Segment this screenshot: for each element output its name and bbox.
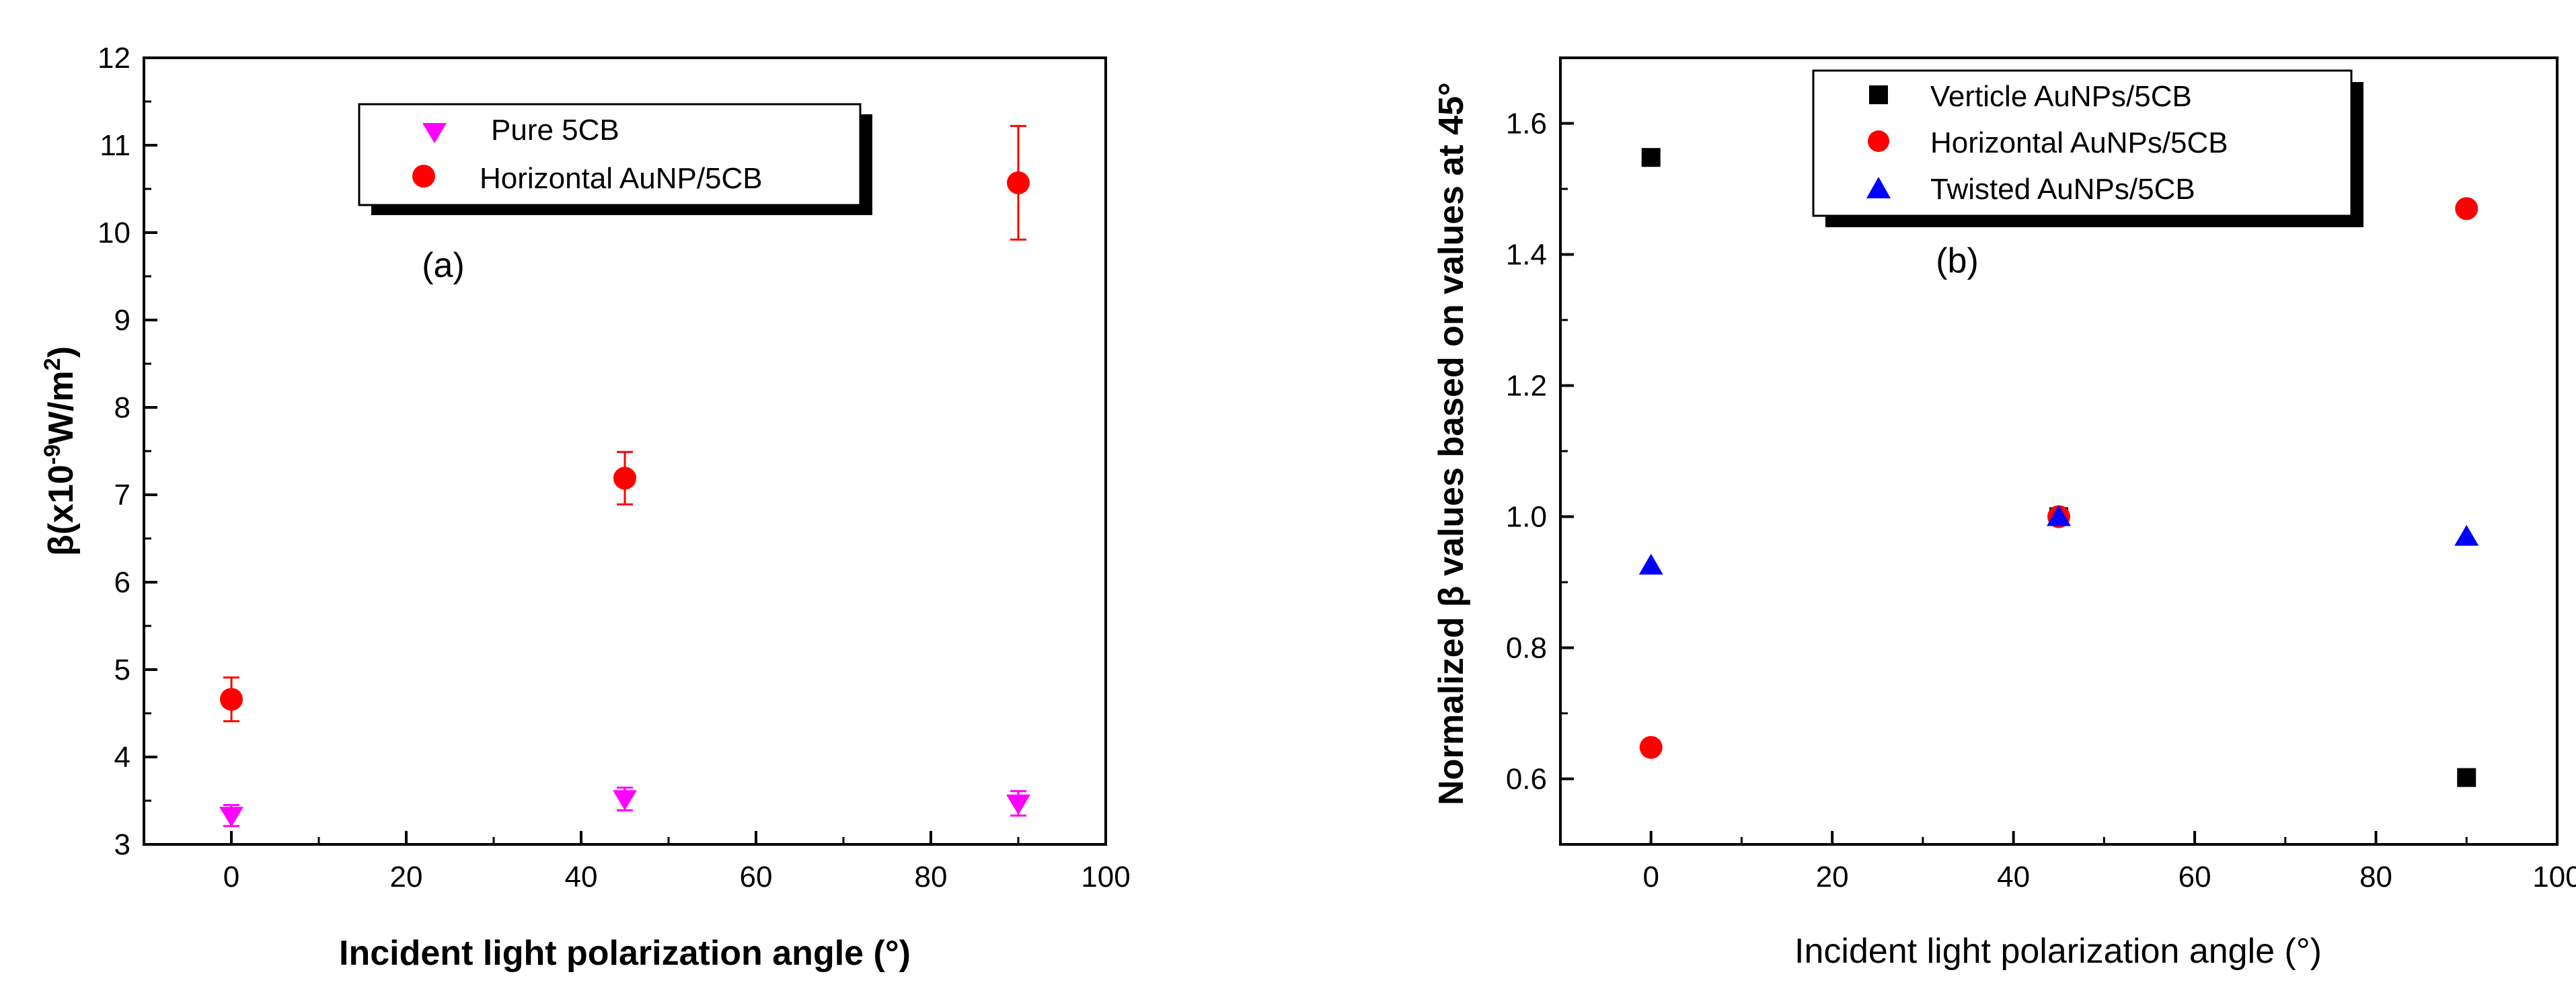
y-tick-label-a: 3 xyxy=(114,828,130,861)
x-tick-label-b: 80 xyxy=(2359,861,2392,893)
x-tick-label-b: 40 xyxy=(1997,861,2030,893)
data-points-a xyxy=(219,124,1030,828)
data-point-a-s0 xyxy=(219,807,243,828)
y-tick-label-a: 12 xyxy=(98,42,130,75)
legend-label-horizontal-aunp: Horizontal AuNP/5CB xyxy=(480,162,763,195)
data-point-b-s1 xyxy=(1639,735,1663,759)
y-tick-label-b: 1.4 xyxy=(1506,239,1547,272)
y-axis-label-b: Normalized β values based on values at 4… xyxy=(1432,82,1471,805)
data-point-b-s2 xyxy=(2047,505,2071,526)
legend-label-verticle: Verticle AuNPs/5CB xyxy=(1930,80,2192,113)
y-tick-label-b: 0.6 xyxy=(1506,763,1547,796)
legend-b: Verticle AuNPs/5CB Horizontal AuNPs/5CB … xyxy=(1812,69,2363,227)
data-point-a-s1 xyxy=(1007,171,1030,194)
x-tick-label-a: 60 xyxy=(740,861,773,893)
x-tick-label-a: 20 xyxy=(390,861,423,893)
legend-marker-pure-5cb xyxy=(422,123,447,143)
legend-box-a xyxy=(358,103,862,206)
x-tick-label-b: 20 xyxy=(1816,861,1849,893)
y-tick-label-a: 8 xyxy=(114,391,130,424)
y-axis-label-a: β(x10-9W/m2) xyxy=(40,346,81,556)
x-tick-label-a: 40 xyxy=(565,861,598,893)
data-points-b xyxy=(1638,148,2479,787)
y-tick-label-a: 6 xyxy=(114,566,130,599)
data-point-a-s0 xyxy=(613,790,637,811)
x-axis-label-b: Incident light polarization angle (°) xyxy=(1794,932,2322,971)
x-tick-label-a: 100 xyxy=(1081,861,1130,893)
x-tick-label-b: 60 xyxy=(2179,861,2211,893)
legend-label-twisted: Twisted AuNPs/5CB xyxy=(1930,173,2195,206)
data-point-b-s2 xyxy=(1638,553,1663,575)
legend-label-horizontal: Horizontal AuNPs/5CB xyxy=(1930,126,2228,159)
legend-marker-verticle xyxy=(1869,85,1888,104)
axis-ticks-a: 0 20 40 60 80 100 3 4 5 6 7 8 9 10 11 12 xyxy=(98,42,1131,893)
data-point-b-s0 xyxy=(2457,768,2476,787)
y-tick-label-b: 1.2 xyxy=(1506,370,1547,403)
y-tick-label-b: 1.6 xyxy=(1506,108,1547,141)
panel-label-b: (b) xyxy=(1936,241,1979,280)
chart-panel-b: 0 20 40 60 80 100 0.6 0.8 1.0 1.2 1.4 1.6 Incident … xyxy=(1432,56,2576,971)
legend-a: Pure 5CB Horizontal AuNP/5CB xyxy=(358,103,872,215)
y-tick-label-a: 10 xyxy=(98,216,130,249)
legend-marker-horizontal-aunp xyxy=(412,165,435,188)
y-tick-label-a: 5 xyxy=(114,653,130,686)
x-axis-label-a: Incident light polarization angle (°) xyxy=(339,934,911,973)
panel-label-a: (a) xyxy=(422,246,465,285)
x-tick-label-b: 100 xyxy=(2532,861,2576,893)
legend-marker-horizontal xyxy=(1868,130,1889,152)
x-tick-label-a: 80 xyxy=(915,861,948,893)
x-tick-label-b: 0 xyxy=(1642,861,1659,893)
data-point-a-s0 xyxy=(1006,794,1030,815)
y-tick-label-a: 4 xyxy=(114,741,130,774)
y-tick-label-b: 1.0 xyxy=(1506,501,1547,534)
y-tick-label-a: 11 xyxy=(100,129,130,162)
x-tick-label-a: 0 xyxy=(223,861,239,893)
axis-ticks-b: 0 20 40 60 80 100 0.6 0.8 1.0 1.2 1.4 1.6 xyxy=(1506,56,2576,893)
legend-label-pure-5cb: Pure 5CB xyxy=(491,114,619,147)
legend-marker-twisted xyxy=(1866,177,1891,198)
data-point-a-s1 xyxy=(613,467,636,490)
data-point-a-s1 xyxy=(220,688,243,711)
legend-box-b xyxy=(1812,69,2353,217)
data-point-b-s0 xyxy=(1641,148,1661,167)
chart-panel-a: 0 20 40 60 80 100 3 4 5 6 7 8 9 10 11 12 Incident light… xyxy=(40,42,1131,973)
y-tick-label-a: 9 xyxy=(114,304,130,337)
data-point-b-s2 xyxy=(2454,524,2479,546)
data-point-b-s1 xyxy=(2455,197,2478,221)
y-tick-label-a: 7 xyxy=(114,479,130,512)
y-tick-label-b: 0.8 xyxy=(1506,632,1547,665)
